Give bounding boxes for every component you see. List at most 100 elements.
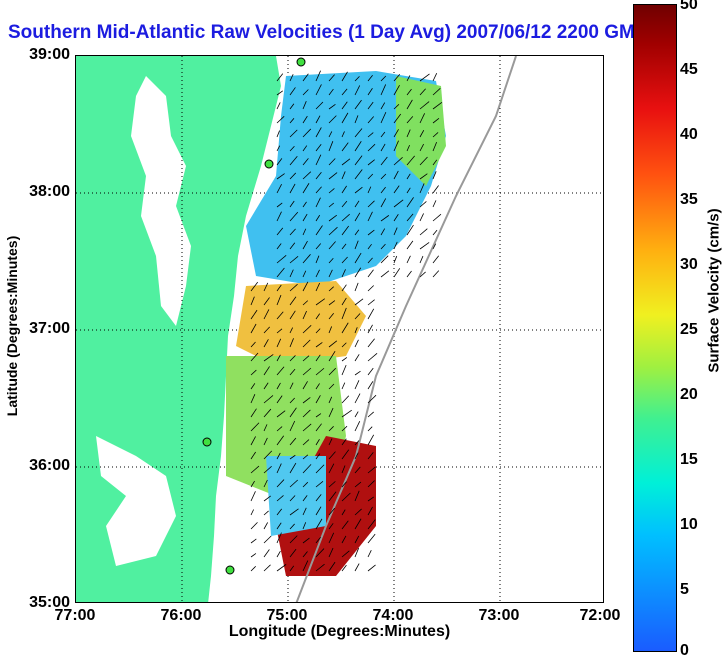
velocity-arrow bbox=[276, 73, 284, 82]
velocity-arrow bbox=[302, 522, 307, 530]
velocity-arrow bbox=[302, 381, 308, 390]
velocity-arrow bbox=[276, 463, 282, 474]
velocity-arrow bbox=[263, 495, 271, 502]
velocity-arrow bbox=[289, 523, 295, 530]
velocity-arrow bbox=[289, 508, 299, 516]
velocity-arrow bbox=[341, 438, 347, 446]
velocity-arrow bbox=[367, 564, 376, 572]
velocity-arrow bbox=[315, 101, 324, 110]
velocity-arrow bbox=[289, 368, 296, 376]
velocity-arrow bbox=[328, 286, 334, 292]
velocity-arrow bbox=[289, 495, 296, 502]
velocity-arrow bbox=[341, 158, 351, 166]
velocity-arrow bbox=[276, 382, 281, 390]
colorbar-label: Surface Velocity (cm/s) bbox=[705, 208, 723, 373]
velocity-arrow bbox=[289, 548, 297, 558]
velocity-arrow bbox=[315, 518, 323, 530]
velocity-arrow bbox=[380, 228, 386, 236]
velocity-arrow bbox=[289, 437, 297, 446]
velocity-arrow bbox=[328, 74, 335, 82]
velocity-arrow bbox=[419, 113, 426, 124]
velocity-arrow bbox=[341, 200, 348, 208]
velocity-arrow bbox=[354, 466, 361, 474]
velocity-arrow bbox=[406, 213, 414, 222]
velocity-arrow bbox=[315, 154, 322, 166]
velocity-arrow bbox=[367, 426, 373, 432]
velocity-arrow bbox=[432, 185, 439, 194]
velocity-arrow bbox=[302, 270, 307, 278]
velocity-arrow bbox=[380, 270, 390, 278]
velocity-arrow bbox=[315, 537, 321, 544]
velocity-arrow bbox=[354, 452, 359, 460]
velocity-arrow bbox=[432, 159, 438, 166]
velocity-arrow bbox=[367, 367, 374, 376]
velocity-arrow bbox=[276, 202, 283, 208]
velocity-arrow bbox=[315, 282, 321, 292]
velocity-arrow bbox=[341, 409, 352, 418]
velocity-arrow bbox=[354, 490, 360, 502]
velocity-arrow bbox=[276, 130, 280, 138]
velocity-arrow bbox=[289, 565, 295, 572]
colorbar-tick: 30 bbox=[680, 256, 698, 273]
velocity-arrow bbox=[315, 225, 323, 236]
velocity-arrow bbox=[393, 140, 399, 152]
velocity-arrow bbox=[380, 111, 387, 124]
x-tick-label: 75:00 bbox=[266, 607, 308, 624]
colorbar-tick: 15 bbox=[680, 451, 698, 468]
velocity-arrow bbox=[380, 156, 388, 166]
velocity-arrow bbox=[302, 310, 307, 320]
velocity-arrow bbox=[380, 75, 387, 82]
velocity-arrow bbox=[302, 171, 312, 180]
velocity-arrow bbox=[289, 338, 294, 348]
velocity-arrow bbox=[367, 200, 375, 208]
velocity-arrow bbox=[419, 173, 428, 180]
velocity-arrow bbox=[432, 200, 437, 208]
velocity-arrows bbox=[250, 70, 443, 572]
velocity-arrow bbox=[276, 102, 281, 110]
velocity-arrow bbox=[328, 88, 334, 96]
velocity-arrow bbox=[341, 564, 347, 572]
velocity-arrow bbox=[341, 269, 346, 278]
velocity-arrow bbox=[341, 364, 347, 376]
velocity-arrow bbox=[250, 436, 256, 446]
velocity-arrow bbox=[315, 354, 321, 362]
velocity-arrow bbox=[289, 269, 294, 278]
velocity-arrow bbox=[328, 351, 336, 362]
velocity-arrow bbox=[367, 269, 374, 278]
velocity-arrow bbox=[289, 211, 299, 222]
velocity-arrow bbox=[354, 327, 358, 334]
velocity-arrow bbox=[341, 256, 348, 264]
velocity-arrow bbox=[354, 535, 360, 544]
colorbar-tick: 0 bbox=[680, 642, 689, 659]
velocity-arrow bbox=[367, 519, 376, 530]
velocity-arrow bbox=[250, 491, 256, 502]
velocity-arrow bbox=[367, 243, 372, 250]
velocity-arrow bbox=[354, 229, 360, 236]
velocity-arrow bbox=[302, 409, 311, 418]
velocity-arrow bbox=[341, 284, 347, 292]
colorbar-tick: 10 bbox=[680, 516, 698, 533]
velocity-arrow bbox=[393, 104, 400, 110]
velocity-arrow bbox=[367, 338, 375, 348]
velocity-arrow bbox=[341, 550, 350, 558]
velocity-arrow bbox=[354, 313, 361, 320]
velocity-arrow bbox=[367, 452, 374, 460]
velocity-arrow bbox=[289, 327, 294, 334]
velocity-arrow bbox=[263, 408, 272, 418]
velocity-arrow bbox=[315, 243, 322, 250]
velocity-arrow bbox=[328, 104, 336, 110]
velocity-arrow bbox=[250, 553, 257, 558]
velocity-arrow bbox=[276, 452, 281, 460]
velocity-arrow bbox=[393, 170, 399, 180]
velocity-arrow bbox=[250, 383, 256, 390]
velocity-arrow bbox=[432, 213, 442, 222]
velocity-arrow bbox=[354, 282, 359, 292]
velocity-arrow bbox=[367, 257, 373, 264]
velocity-arrow bbox=[367, 550, 372, 558]
velocity-arrow bbox=[289, 407, 297, 418]
velocity-arrow bbox=[367, 394, 377, 404]
velocity-arrow bbox=[302, 339, 311, 348]
velocity-arrow bbox=[289, 155, 298, 166]
x-tick-label: 73:00 bbox=[478, 607, 520, 624]
velocity-arrow bbox=[289, 283, 298, 292]
